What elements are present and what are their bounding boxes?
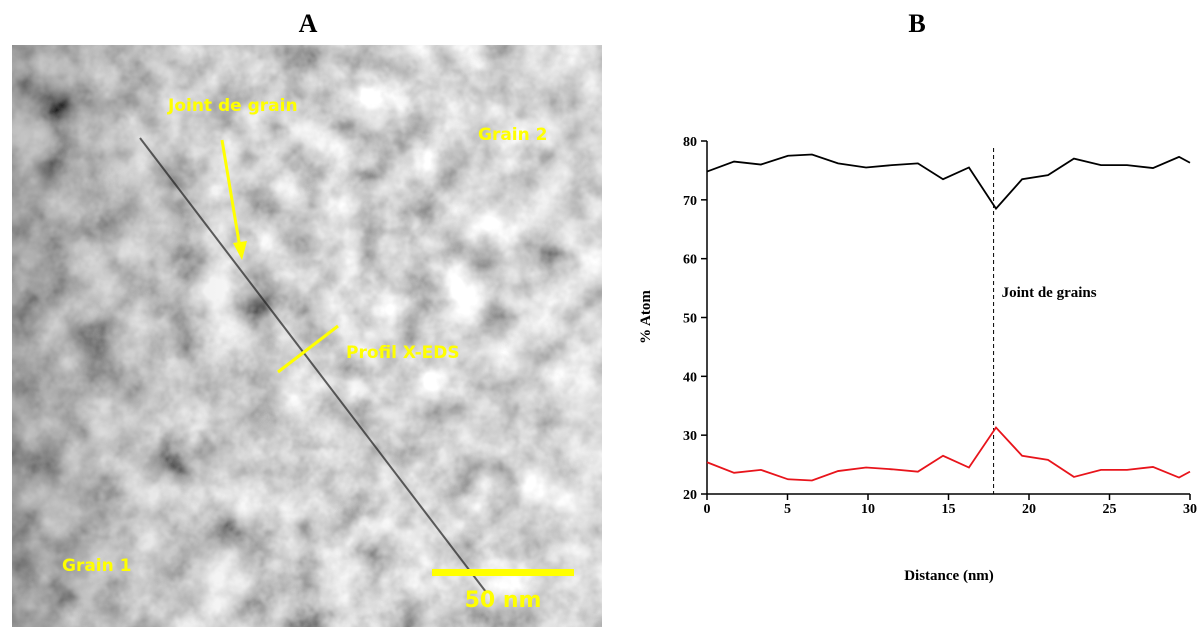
chart-title: B [908, 9, 925, 38]
y-tick-label: 40 [683, 370, 697, 385]
y-axis-label: % Atom [638, 290, 654, 344]
y-tick-label: 80 [683, 135, 697, 150]
scale-bar [432, 569, 574, 576]
x-tick-label: 0 [704, 502, 711, 517]
profile-line [277, 324, 339, 374]
series-line [706, 153, 1191, 211]
grain-boundary [139, 137, 487, 593]
y-tick-label: 50 [683, 312, 697, 327]
y-tick-label: 60 [683, 253, 697, 268]
tem-image: Joint de grain Grain 2 Profil X-EDS Grai… [12, 45, 602, 627]
image-label: Profil X-EDS [346, 343, 460, 363]
y-tick-label: 20 [683, 488, 697, 503]
scale-label: 50 nm [465, 588, 542, 613]
annotation-text: Joint de grains [1002, 285, 1097, 301]
x-tick-label: 30 [1183, 502, 1197, 517]
y-tick-label: 30 [683, 429, 697, 444]
arrow-shaft [220, 139, 242, 249]
image-label: Grain 2 [478, 125, 548, 145]
x-tick-label: 10 [861, 502, 875, 517]
x-tick-label: 25 [1103, 502, 1117, 517]
x-tick-label: 15 [942, 502, 956, 517]
image-label: Joint de grain [167, 96, 298, 116]
y-tick-label: 70 [683, 194, 697, 209]
x-axis-label: Distance (nm) [904, 568, 994, 584]
line-chart: B Distance (nm) % Atom 20 30 40 50 60 70 80 0 5 1… [638, 9, 1197, 584]
x-tick-label: 20 [1022, 502, 1036, 517]
series-line [706, 426, 1191, 482]
arrow-head [233, 241, 247, 260]
image-label: Grain 1 [62, 556, 132, 576]
panel-title: A [299, 9, 318, 38]
micrograph-shade [12, 45, 602, 627]
x-tick-label: 5 [784, 502, 791, 517]
